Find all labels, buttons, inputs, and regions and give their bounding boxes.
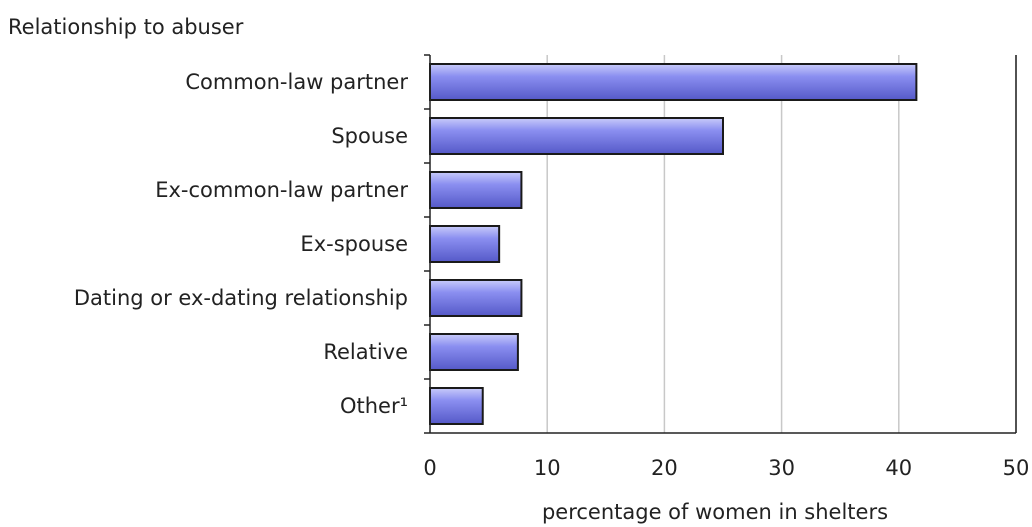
category-label-3: Ex-common-law partner (155, 178, 408, 202)
x-tick-label-30: 30 (768, 456, 795, 480)
category-label-1: Common-law partner (185, 70, 408, 94)
bar-6 (429, 333, 519, 371)
bar-2 (429, 117, 724, 155)
bar-3 (429, 171, 523, 209)
x-axis-title: percentage of women in shelters (542, 500, 888, 524)
x-tick-label-10: 10 (534, 456, 561, 480)
bars (429, 63, 918, 425)
category-label-2: Spouse (331, 124, 408, 148)
x-tick-labels: 0 10 20 30 40 50 (423, 456, 1029, 480)
category-label-5: Dating or ex-dating relationship (74, 286, 408, 310)
bar-4 (429, 225, 501, 263)
x-tick-label-50: 50 (1003, 456, 1030, 480)
x-tick-label-20: 20 (651, 456, 678, 480)
category-label-6: Relative (323, 340, 408, 364)
x-tick-label-0: 0 (423, 456, 436, 480)
category-labels: Common-law partner Spouse Ex-common-law pa… (74, 70, 409, 418)
bar-7 (429, 387, 484, 425)
category-label-7: Other¹ (340, 394, 408, 418)
axes (424, 54, 1017, 434)
bar-1 (429, 63, 918, 101)
category-label-4: Ex-spouse (300, 232, 408, 256)
gridlines (546, 55, 1017, 433)
x-tick-label-40: 40 (885, 456, 912, 480)
y-axis-title: Relationship to abuser (8, 15, 244, 39)
bar-5 (429, 279, 523, 317)
